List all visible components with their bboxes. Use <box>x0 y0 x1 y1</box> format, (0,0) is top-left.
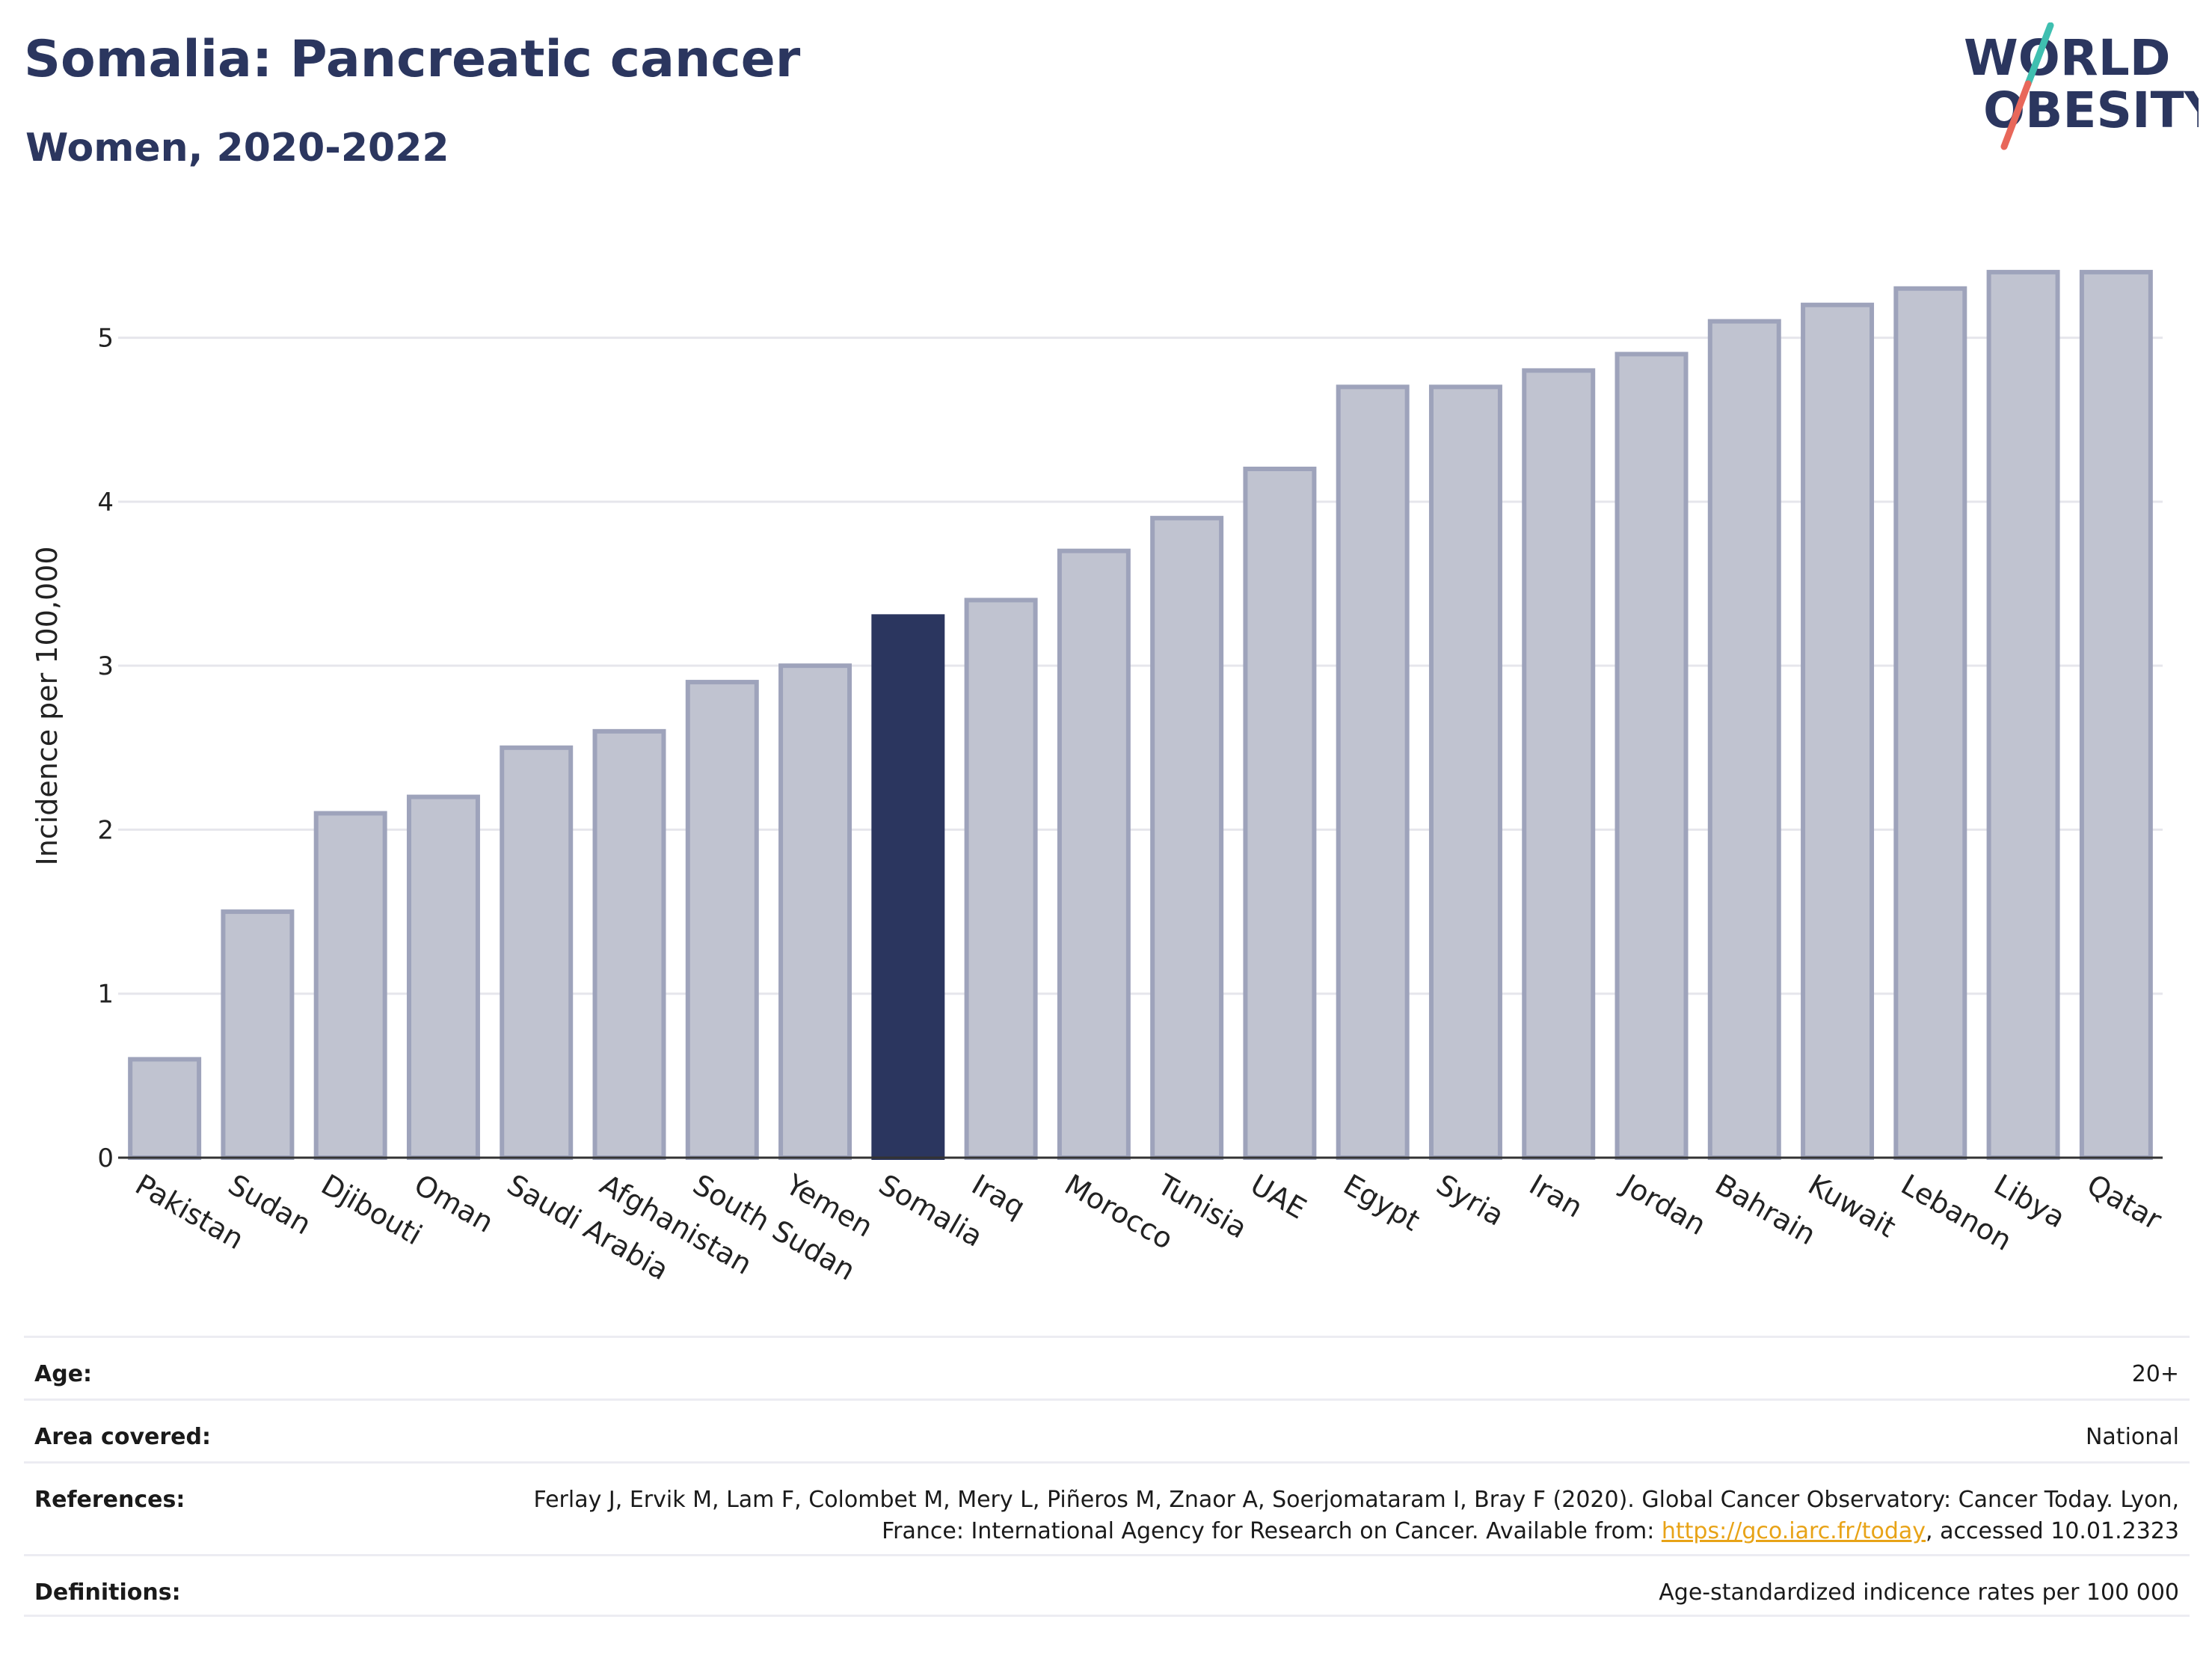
references-accessed: , accessed 10.01.2323 <box>1926 1518 2179 1544</box>
bar-egypt <box>1336 384 1410 1160</box>
meta-row-definitions: Definitions: Age-standardized indicence … <box>24 1554 2190 1617</box>
bar-kuwait <box>1801 302 1875 1161</box>
logo-line-1: WORLD <box>1964 29 2171 87</box>
bar-saudi-arabia <box>500 745 574 1160</box>
bar-sudan <box>221 909 295 1160</box>
bar-somalia <box>871 614 945 1160</box>
bar-yemen <box>778 663 852 1160</box>
references-text: Ferlay J, Ervik M, Lam F, Colombet M, Me… <box>533 1487 2179 1544</box>
x-tick-label: Somalia <box>873 1168 989 1253</box>
bar-djibouti <box>313 811 387 1160</box>
bar-afghanistan <box>592 728 666 1160</box>
bar-pakistan <box>128 1057 202 1161</box>
bar-qatar <box>2079 269 2153 1160</box>
x-tick-label: Qatar <box>2081 1168 2167 1237</box>
meta-row-age: Age: 20+ <box>24 1336 2190 1398</box>
logo-slash-teal <box>2024 22 2054 87</box>
y-tick-label: 2 <box>97 815 114 845</box>
bars <box>128 269 2153 1161</box>
y-tick-label: 3 <box>97 651 114 681</box>
y-tick-label: 1 <box>97 980 114 1010</box>
bar-syria <box>1428 384 1502 1160</box>
y-tick-label: 4 <box>97 488 114 518</box>
references-label: References: <box>34 1487 185 1513</box>
logo-slash-coral <box>2000 80 2032 150</box>
x-tick-label: Djibouti <box>316 1168 428 1252</box>
x-tick-label: Bahrain <box>1709 1168 1821 1252</box>
y-tick-label: 0 <box>97 1143 114 1173</box>
bar-morocco <box>1057 548 1131 1160</box>
x-tick-label: Iran <box>1524 1168 1588 1224</box>
bar-uae <box>1243 467 1317 1160</box>
bar-iraq <box>964 598 1038 1160</box>
bar-bahrain <box>1707 319 1781 1161</box>
x-tick-label: Egypt <box>1338 1168 1425 1238</box>
chart-subtitle: Women, 2020-2022 <box>25 126 449 171</box>
meta-row-references: References: Ferlay J, Ervik M, Lam F, Co… <box>24 1461 2190 1554</box>
references-link[interactable]: https://gco.iarc.fr/today <box>1661 1518 1926 1544</box>
definitions-label: Definitions: <box>34 1579 181 1606</box>
x-tick-label: Kuwait <box>1803 1168 1902 1244</box>
bar-lebanon <box>1893 286 1967 1160</box>
age-label: Age: <box>34 1361 93 1387</box>
chart-title: Somalia: Pancreatic cancer <box>24 30 801 89</box>
meta-row-area: Area covered: National <box>24 1398 2190 1461</box>
definitions-value: Age-standardized indicence rates per 100… <box>1659 1579 2179 1606</box>
x-tick-label: Iraq <box>966 1168 1030 1224</box>
x-tick-label: Jordan <box>1615 1167 1711 1242</box>
area-value: National <box>2085 1424 2179 1450</box>
age-value: 20+ <box>2131 1361 2179 1387</box>
x-tick-label: Syria <box>1431 1168 1509 1232</box>
y-tick-label: 5 <box>97 324 114 354</box>
bar-south-sudan <box>685 680 759 1160</box>
world-obesity-logo: WORLD OBESITY <box>1964 22 2199 150</box>
bar-jordan <box>1615 351 1689 1160</box>
bar-tunisia <box>1150 515 1224 1160</box>
y-axis-title: Incidence per 100,000 <box>31 546 64 865</box>
metadata-table: Age: 20+ Area covered: National Referenc… <box>24 1336 2190 1617</box>
y-axis-ticks: 0 1 2 3 4 5 <box>97 324 114 1173</box>
bar-libya <box>1986 269 2060 1160</box>
area-label: Area covered: <box>34 1424 211 1450</box>
bar-iran <box>1522 368 1596 1160</box>
bar-oman <box>406 794 480 1160</box>
references-value: Ferlay J, Ervik M, Lam F, Colombet M, Me… <box>459 1484 2179 1547</box>
x-tick-label: UAE <box>1245 1168 1312 1226</box>
